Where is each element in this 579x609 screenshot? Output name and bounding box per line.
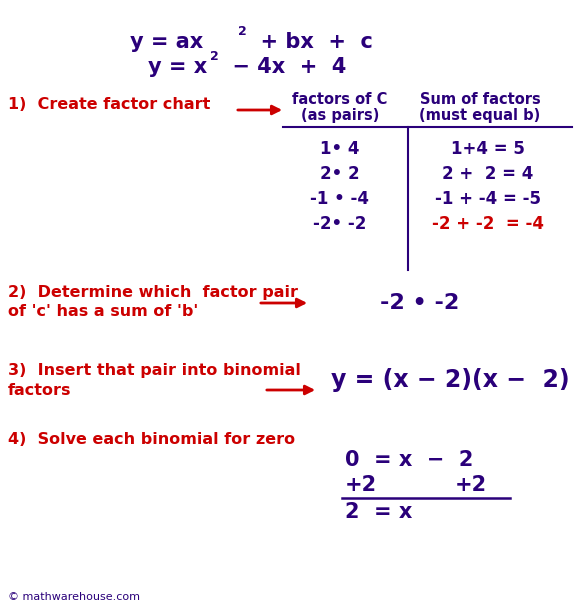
Text: 0  = x  −  2: 0 = x − 2	[345, 450, 474, 470]
Text: − 4x  +  4: − 4x + 4	[218, 57, 346, 77]
Text: -1 + -4 = -5: -1 + -4 = -5	[435, 190, 541, 208]
Text: Sum of factors: Sum of factors	[420, 92, 540, 107]
Text: -1 • -4: -1 • -4	[310, 190, 369, 208]
Text: factors of C: factors of C	[292, 92, 388, 107]
Text: 1• 4: 1• 4	[320, 140, 360, 158]
Text: 2  = x: 2 = x	[345, 502, 412, 522]
Text: -2 + -2  = -4: -2 + -2 = -4	[432, 215, 544, 233]
Text: 2• 2: 2• 2	[320, 165, 360, 183]
Text: 3)  Insert that pair into binomial: 3) Insert that pair into binomial	[8, 363, 301, 378]
Text: + bx  +  c: + bx + c	[246, 32, 373, 52]
Text: 1)  Create factor chart: 1) Create factor chart	[8, 97, 210, 112]
Text: y = x: y = x	[148, 57, 207, 77]
Text: 2: 2	[238, 25, 247, 38]
Text: 2 +  2 = 4: 2 + 2 = 4	[442, 165, 534, 183]
Text: -2• -2: -2• -2	[313, 215, 367, 233]
Text: 4)  Solve each binomial for zero: 4) Solve each binomial for zero	[8, 432, 295, 447]
Text: (must equal b): (must equal b)	[419, 108, 541, 123]
Text: of 'c' has a sum of 'b': of 'c' has a sum of 'b'	[8, 304, 198, 319]
Text: -2 • -2: -2 • -2	[380, 293, 460, 313]
Text: +2: +2	[455, 475, 487, 495]
Text: © mathwarehouse.com: © mathwarehouse.com	[8, 592, 140, 602]
Text: y = ax: y = ax	[130, 32, 203, 52]
Text: 2: 2	[210, 50, 219, 63]
Text: 2)  Determine which  factor pair: 2) Determine which factor pair	[8, 285, 298, 300]
Text: 1+4 = 5: 1+4 = 5	[451, 140, 525, 158]
Text: factors: factors	[8, 383, 71, 398]
Text: (as pairs): (as pairs)	[301, 108, 379, 123]
Text: y = (x − 2)(x −  2): y = (x − 2)(x − 2)	[331, 368, 569, 392]
Text: +2: +2	[345, 475, 377, 495]
